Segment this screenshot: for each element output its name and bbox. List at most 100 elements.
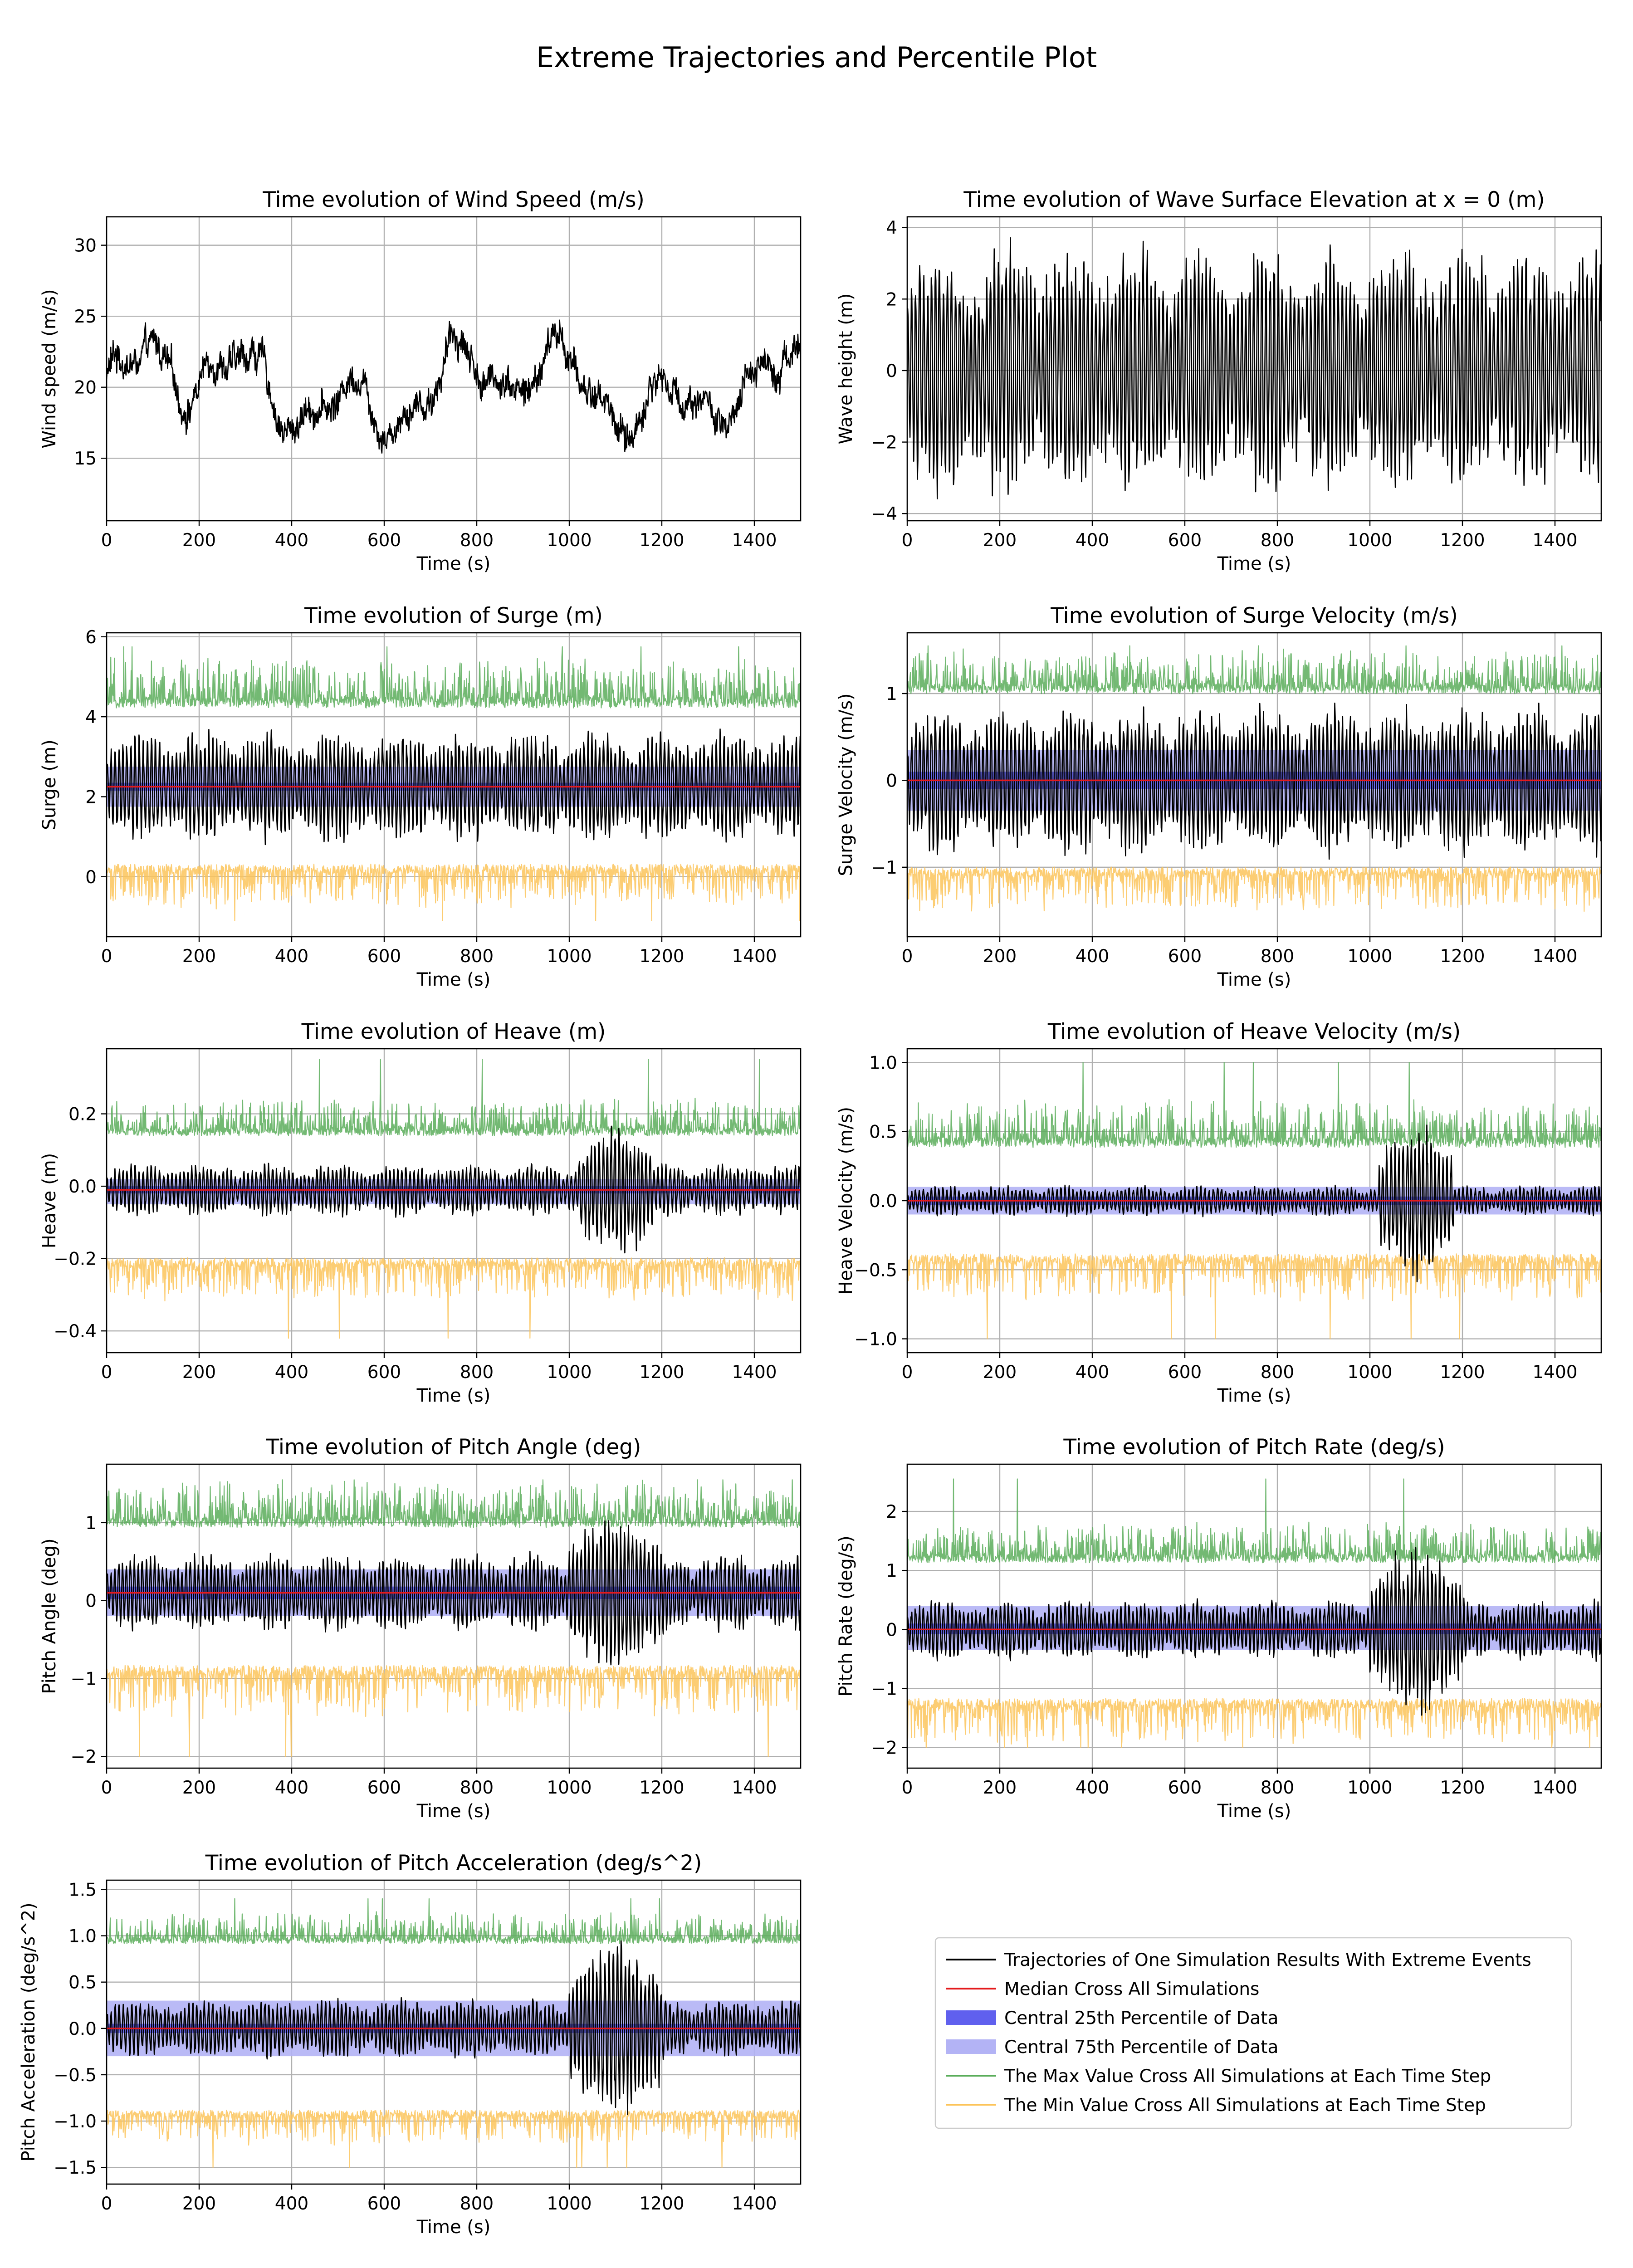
series-max xyxy=(907,645,1601,694)
y-tick-label: 1.0 xyxy=(869,1053,897,1073)
x-tick-label: 200 xyxy=(983,1362,1017,1383)
y-tick-label: 1 xyxy=(85,1513,97,1534)
y-tick-label: −0.2 xyxy=(54,1249,97,1270)
x-tick-label: 1200 xyxy=(1440,530,1485,551)
subplot-5: 0 200 400 600 800 1000 1200 1400 −0.4 −0.2 0.0 0.2 T… xyxy=(39,1019,802,1406)
subplot-title: Time evolution of Pitch Angle (deg) xyxy=(266,1435,641,1460)
plot-area xyxy=(107,1898,801,2168)
x-axis-label: Time (s) xyxy=(1217,969,1291,990)
axes-frame xyxy=(906,1463,1602,1769)
y-tick-label: 2 xyxy=(85,787,97,807)
x-tick-label: 1200 xyxy=(639,1362,684,1383)
legend-label: Median Cross All Simulations xyxy=(1004,1979,1259,1999)
y-tick-label: 15 xyxy=(74,449,97,469)
x-tick-label: 200 xyxy=(182,1362,216,1383)
plot-area xyxy=(107,646,801,921)
x-tick-label: 400 xyxy=(1076,946,1109,967)
x-tick-label: 800 xyxy=(460,530,494,551)
series-max xyxy=(907,1062,1601,1148)
y-axis-label: Pitch Rate (deg/s) xyxy=(836,1535,856,1696)
x-tick-label: 1400 xyxy=(1532,1362,1577,1383)
legend-item: The Max Value Cross All Simulations at E… xyxy=(946,2066,1491,2087)
x-tick-label: 800 xyxy=(460,1778,494,1798)
x-tick-label: 0 xyxy=(101,530,112,551)
subplot-1: 0 200 400 600 800 1000 1200 1400 15 20 25 30 Time ev… xyxy=(39,187,802,574)
x-tick-label: 600 xyxy=(1168,1778,1202,1798)
series-trajectory xyxy=(907,702,1601,860)
x-axis-label: Time (s) xyxy=(416,969,491,990)
subplot-9: 0 200 400 600 800 1000 1200 1400 −1.5 −1.0 −0.5 0.0… xyxy=(18,1851,802,2238)
axes-frame xyxy=(106,1048,802,1354)
legend-item: Central 25th Percentile of Data xyxy=(946,2008,1278,2028)
axes-frame xyxy=(106,1879,802,2185)
legend-swatch xyxy=(946,2010,996,2025)
legend-label: Trajectories of One Simulation Results W… xyxy=(1004,1950,1531,1970)
y-tick-label: 0 xyxy=(886,1620,897,1640)
series-max xyxy=(107,1059,801,1136)
subplot-title: Time evolution of Wind Speed (m/s) xyxy=(262,187,645,212)
y-tick-label: 0 xyxy=(85,867,97,888)
series-min xyxy=(907,1253,1601,1339)
y-tick-label: −1 xyxy=(871,1679,898,1699)
y-tick-label: −1 xyxy=(871,858,898,878)
y-axis-label: Pitch Angle (deg) xyxy=(39,1538,60,1694)
x-tick-label: 1000 xyxy=(547,2194,592,2214)
figure-title: Extreme Trajectories and Percentile Plot xyxy=(536,41,1097,74)
y-tick-label: −1.0 xyxy=(854,1330,897,1350)
series-trajectory xyxy=(107,728,801,846)
y-tick-label: −2 xyxy=(871,433,898,453)
x-tick-label: 1000 xyxy=(1347,1778,1392,1798)
y-tick-label: 6 xyxy=(85,627,97,648)
x-tick-label: 800 xyxy=(1261,1778,1294,1798)
x-tick-label: 0 xyxy=(101,1362,112,1383)
x-tick-label: 1200 xyxy=(1440,1362,1485,1383)
x-axis-label: Time (s) xyxy=(1217,1385,1291,1406)
series-min xyxy=(907,1698,1601,1748)
x-tick-label: 400 xyxy=(1076,1778,1109,1798)
x-tick-label: 200 xyxy=(182,530,216,551)
x-tick-label: 1400 xyxy=(732,1778,777,1798)
x-tick-label: 400 xyxy=(275,1362,308,1383)
y-tick-label: 20 xyxy=(74,378,97,398)
subplot-title: Time evolution of Wave Surface Elevation… xyxy=(963,187,1545,212)
x-axis-label: Time (s) xyxy=(416,1385,491,1406)
x-tick-label: 200 xyxy=(182,946,216,967)
x-tick-label: 1400 xyxy=(732,2194,777,2214)
y-tick-label: 0.5 xyxy=(869,1122,897,1143)
y-tick-label: −1 xyxy=(71,1669,97,1689)
legend-item: The Min Value Cross All Simulations at E… xyxy=(946,2095,1486,2116)
x-tick-label: 1000 xyxy=(1347,530,1392,551)
x-tick-label: 400 xyxy=(275,530,308,551)
x-tick-label: 1000 xyxy=(547,530,592,551)
y-tick-label: 0.0 xyxy=(68,1177,97,1197)
x-tick-label: 1400 xyxy=(1532,530,1577,551)
y-tick-label: 2 xyxy=(886,289,897,310)
subplot-title: Time evolution of Pitch Acceleration (de… xyxy=(205,1851,702,1876)
y-tick-label: 1.0 xyxy=(68,1926,97,1947)
series-trajectory xyxy=(907,1124,1601,1282)
x-tick-label: 600 xyxy=(367,530,401,551)
x-tick-label: 0 xyxy=(101,1778,112,1798)
x-tick-label: 800 xyxy=(460,1362,494,1383)
x-tick-label: 0 xyxy=(101,2194,112,2214)
x-tick-label: 600 xyxy=(1168,530,1202,551)
y-tick-label: 0 xyxy=(886,771,897,791)
series-max xyxy=(107,1898,801,1944)
y-tick-label: 0.5 xyxy=(68,1973,97,1993)
y-tick-label: 0 xyxy=(85,1591,97,1612)
x-tick-label: 400 xyxy=(275,946,308,967)
y-tick-label: 0.0 xyxy=(68,2019,97,2039)
x-tick-label: 800 xyxy=(1261,1362,1294,1383)
x-tick-label: 0 xyxy=(902,946,913,967)
plot-area xyxy=(107,319,801,454)
x-axis-label: Time (s) xyxy=(416,553,491,574)
subplot-title: Time evolution of Heave Velocity (m/s) xyxy=(1047,1019,1461,1044)
series-max xyxy=(907,1478,1601,1564)
y-tick-label: −1.5 xyxy=(54,2158,97,2178)
y-axis-label: Heave Velocity (m/s) xyxy=(836,1107,856,1295)
legend-item: Central 75th Percentile of Data xyxy=(946,2037,1278,2058)
x-tick-label: 0 xyxy=(902,1362,913,1383)
legend-label: The Max Value Cross All Simulations at E… xyxy=(1004,2066,1491,2087)
x-tick-label: 400 xyxy=(275,2194,308,2214)
x-tick-label: 1000 xyxy=(547,1362,592,1383)
